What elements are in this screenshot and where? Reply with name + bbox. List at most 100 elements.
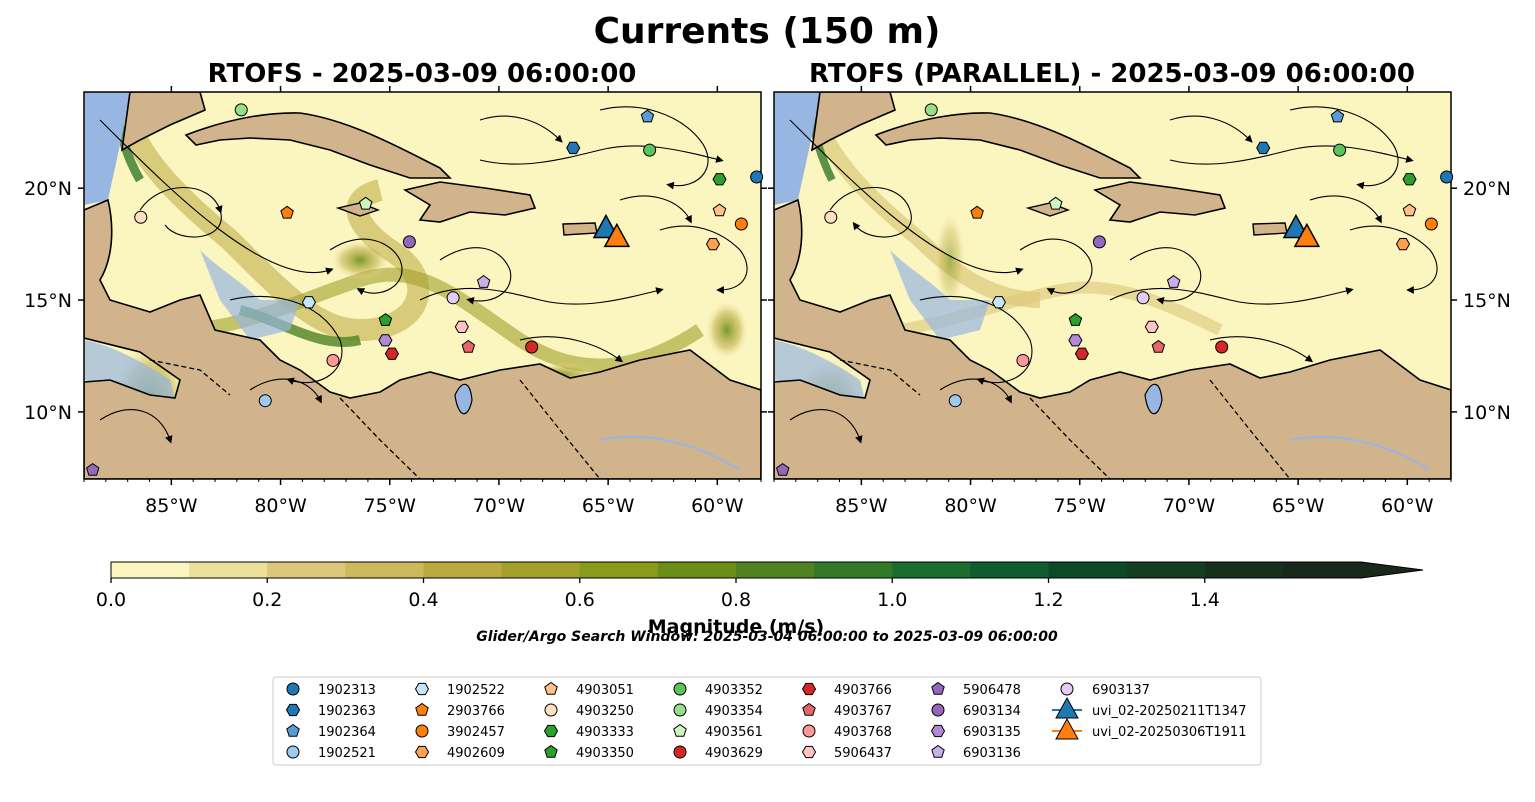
float-marker-1902521	[258, 394, 272, 408]
colorbar-segment	[1282, 562, 1362, 578]
left-border-1	[339, 397, 421, 479]
colorbar-segment	[970, 562, 1049, 578]
float-marker-4903333	[712, 173, 727, 186]
legend-label-6903135: 6903135	[963, 725, 1021, 740]
float-marker-4903051	[1402, 203, 1417, 217]
float-marker-4903352	[643, 143, 657, 157]
right-river	[1289, 435, 1431, 471]
right-map-panel: RTOFS (PARALLEL) - 2025-03-09 06:00:00	[768, 59, 1511, 517]
float-marker-5906437	[454, 320, 469, 333]
right-eddy-2	[934, 210, 966, 310]
float-marker-4903250	[824, 210, 838, 224]
float-marker-4903766	[384, 347, 399, 360]
float-marker-4903768	[1016, 353, 1030, 367]
float-marker-4903766	[1074, 347, 1089, 360]
right-mainland	[774, 198, 1451, 479]
legend: 1902313 1902363 1902364 1902521 1902522 29037…	[285, 681, 1246, 761]
float-marker-6903137	[446, 291, 460, 305]
right-puerto-rico	[1252, 222, 1288, 236]
right-streamlines	[789, 106, 1438, 444]
left-map-frame	[83, 91, 762, 480]
y-tick-label: 10°N	[24, 402, 72, 424]
legend-marker-4903250	[544, 703, 558, 717]
legend-label-6903134: 6903134	[963, 704, 1021, 719]
colorbar-segment	[501, 562, 581, 578]
colorbar-segment	[892, 562, 971, 578]
legend-marker-4903354	[673, 703, 687, 717]
legend-label-5906437: 5906437	[834, 746, 892, 761]
legend-marker-4903350	[544, 744, 558, 758]
legend-label-4903352: 4903352	[705, 683, 763, 698]
colorbar-label: Magnitude (m/s)	[648, 616, 825, 638]
x-tick-label: 80°W	[254, 495, 307, 517]
legend-label-2903766: 2903766	[447, 704, 505, 719]
y-tick-label: 20°N	[24, 178, 72, 200]
right-lake-maracaibo	[1144, 383, 1163, 415]
float-marker-4903767	[1151, 339, 1166, 353]
colorbar-tick-label: 1.2	[1033, 589, 1063, 611]
colorbar-segment	[814, 562, 893, 578]
legend-label-1902363: 1902363	[318, 704, 376, 719]
legend-label-4903629: 4903629	[705, 746, 763, 761]
legend-marker-uvi_02-20250306T1911	[1055, 717, 1079, 740]
y-tick-label: 10°N	[1463, 402, 1511, 424]
float-marker-4903250	[134, 210, 148, 224]
left-shallow-gulf	[84, 92, 130, 205]
right-florida-mexico-land	[810, 92, 896, 152]
float-marker-6903135	[378, 334, 393, 347]
right-map-body	[774, 92, 1451, 479]
legend-marker-6903134	[931, 703, 945, 717]
colorbar-segment	[657, 562, 737, 578]
left-puerto-rico	[562, 222, 598, 236]
legend-label-uvi_02-20250306T1911: uvi_02-20250306T1911	[1092, 725, 1246, 740]
legend-label-1902522: 1902522	[447, 683, 505, 698]
legend-marker-6903136	[931, 744, 945, 758]
legend-marker-1902521	[286, 745, 300, 759]
right-border-2	[1209, 379, 1291, 479]
float-marker-4903354	[234, 103, 248, 117]
float-marker-1902363	[566, 141, 581, 155]
legend-marker-4903767	[802, 702, 816, 716]
colorbar-segment	[345, 562, 424, 578]
float-marker-6903135	[1068, 334, 1083, 347]
legend-marker-4903352	[673, 682, 687, 696]
float-marker-4902609	[705, 238, 721, 251]
left-axis-ticks: 85°W 80°W 75°W 70°W 65°W 60°W 20°N 15°N 10°N	[24, 86, 767, 517]
left-eddy-1	[705, 300, 749, 360]
legend-label-uvi_02-20250211T1347: uvi_02-20250211T1347	[1092, 704, 1246, 719]
x-tick-label: 65°W	[582, 495, 635, 517]
glider-marker-uvi_02-20250306T1911	[1293, 222, 1321, 248]
colorbar-segment	[579, 562, 659, 578]
colorbar: 0.0 0.2 0.4 0.6 0.8 1.0 1.2 1.4	[96, 561, 1424, 611]
right-cuba	[874, 112, 1142, 179]
colorbar-tick-label: 0.6	[565, 589, 595, 611]
float-marker-1902363	[1256, 141, 1271, 155]
float-marker-4902609	[1395, 238, 1411, 251]
float-marker-4903629	[1215, 340, 1229, 354]
float-marker-4903561	[358, 196, 373, 210]
x-tick-label: 75°W	[364, 495, 417, 517]
x-tick-label: 60°W	[691, 495, 744, 517]
float-marker-1902522	[301, 296, 316, 309]
legend-marker-5906478	[931, 681, 945, 695]
float-marker-2903766	[970, 205, 984, 219]
colorbar-segment	[423, 562, 503, 578]
colorbar-outline	[110, 561, 1424, 579]
legend-label-4903333: 4903333	[576, 725, 634, 740]
float-marker-1902364	[640, 109, 655, 123]
left-cuba	[184, 112, 452, 179]
colorbar-extend-arrow	[1361, 562, 1423, 578]
glider-marker-uvi_02-20250306T1911	[603, 222, 631, 248]
float-marker-5906478	[776, 462, 790, 476]
colorbar-segment	[1048, 562, 1128, 578]
float-marker-4903051	[712, 203, 727, 217]
float-marker-1902364	[1330, 109, 1345, 123]
legend-label-1902313: 1902313	[318, 683, 376, 698]
float-marker-3902457	[1424, 217, 1438, 231]
right-border-1	[1029, 397, 1111, 479]
legend-marker-1902364	[286, 723, 300, 737]
float-marker-2903766	[280, 205, 294, 219]
float-marker-6903137	[1136, 291, 1150, 305]
legend-marker-1902313	[286, 682, 300, 696]
legend-label-5906478: 5906478	[963, 683, 1021, 698]
